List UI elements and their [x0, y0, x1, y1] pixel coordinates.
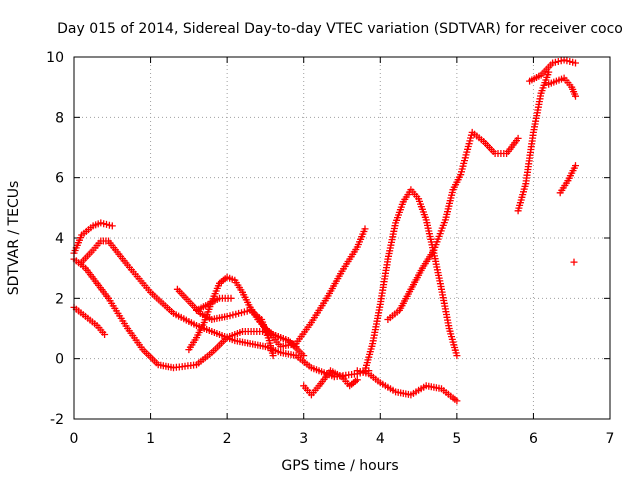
- series-arc-g: [193, 294, 235, 314]
- plus-markers: [193, 294, 235, 314]
- y-tick-label: 4: [55, 231, 64, 247]
- series-arc-k: [361, 186, 461, 375]
- series-arc-j: [353, 367, 461, 405]
- series-arc-a: [70, 303, 109, 338]
- plus-markers: [570, 258, 578, 266]
- series-arc-l: [384, 128, 522, 323]
- chart-title: Day 015 of 2014, Sidereal Day-to-day VTE…: [57, 21, 623, 37]
- x-tick-label: 7: [606, 431, 615, 447]
- plus-markers: [384, 128, 522, 323]
- x-tick-label: 3: [299, 431, 308, 447]
- x-tick-label: 0: [70, 431, 79, 447]
- plus-markers: [556, 162, 579, 197]
- plus-markers: [514, 68, 553, 215]
- plus-markers: [300, 367, 361, 399]
- x-tick-label: 1: [146, 431, 155, 447]
- plus-markers: [70, 303, 109, 338]
- series-arc-p: [556, 162, 579, 197]
- plus-markers: [353, 367, 461, 405]
- plus-markers: [361, 186, 461, 375]
- y-tick-label: 8: [55, 110, 64, 126]
- y-tick-label: 0: [55, 352, 64, 368]
- plus-markers: [526, 56, 579, 85]
- x-tick-label: 2: [223, 431, 232, 447]
- y-axis-label: SDTVAR / TECUs: [6, 181, 22, 296]
- series-arc-n: [526, 56, 579, 85]
- y-tick-label: 6: [55, 171, 64, 187]
- series-arc-h: [246, 225, 369, 351]
- series-arc-q: [570, 258, 578, 266]
- x-tick-label: 4: [376, 431, 385, 447]
- plus-markers: [246, 225, 369, 351]
- data-series: [70, 56, 579, 405]
- series-arc-m: [514, 68, 553, 215]
- series-arc-i: [300, 367, 361, 399]
- grid: [74, 57, 610, 419]
- y-tick-label: 10: [46, 50, 64, 66]
- x-tick-label: 5: [452, 431, 461, 447]
- x-tick-label: 6: [529, 431, 538, 447]
- y-tick-label: -2: [50, 412, 64, 428]
- plot-frame: [73, 56, 611, 420]
- x-axis-label: GPS time / hours: [281, 458, 398, 474]
- series-arc-d: [78, 237, 373, 381]
- axis-ticks: 0 1 2 3 4 5 6 7 -2 0 2 4 6 8 10: [46, 50, 614, 447]
- plus-markers: [78, 237, 373, 381]
- plus-markers: [545, 74, 579, 100]
- series-arc-o: [545, 74, 579, 100]
- y-tick-label: 2: [55, 291, 64, 307]
